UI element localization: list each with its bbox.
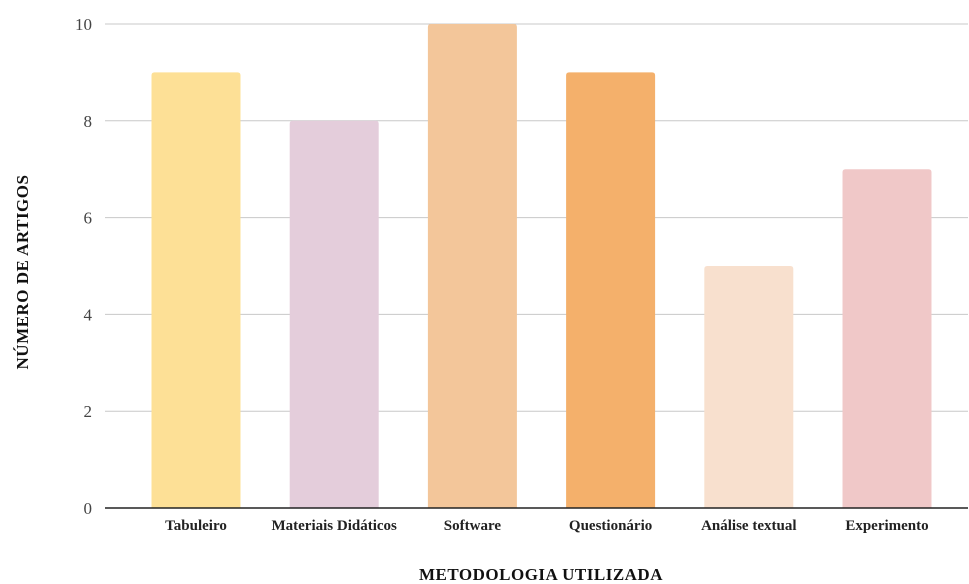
- bar: [289, 120, 379, 509]
- y-tick-label: 8: [84, 112, 93, 131]
- y-tick-label: 0: [84, 499, 93, 518]
- bars: [151, 24, 932, 509]
- bar: [842, 169, 932, 508]
- y-tick-label: 10: [75, 15, 92, 34]
- y-axis-ticks: 0 2 4 6 8 10: [75, 15, 93, 518]
- y-tick-label: 6: [84, 209, 93, 228]
- bar: [151, 72, 241, 509]
- x-axis-title: METODOLOGIA UTILIZADA: [419, 565, 663, 584]
- gridlines: [105, 23, 968, 412]
- y-axis-title: NÚMERO DE ARTIGOS: [13, 175, 32, 370]
- bar: [427, 24, 517, 508]
- y-tick-label: 2: [84, 402, 93, 421]
- x-tick-label: Tabuleiro: [165, 518, 227, 534]
- x-tick-label: Materiais Didáticos: [272, 518, 398, 534]
- y-tick-label: 4: [84, 305, 93, 324]
- x-tick-label: Análise textual: [701, 518, 796, 534]
- x-tick-label: Questionário: [569, 518, 652, 534]
- bar: [566, 72, 656, 509]
- x-axis-categories: Tabuleiro Materiais Didáticos Software Ques…: [165, 518, 929, 534]
- x-tick-label: Software: [444, 518, 502, 534]
- x-tick-label: Experimento: [845, 518, 928, 534]
- bar: [704, 266, 794, 508]
